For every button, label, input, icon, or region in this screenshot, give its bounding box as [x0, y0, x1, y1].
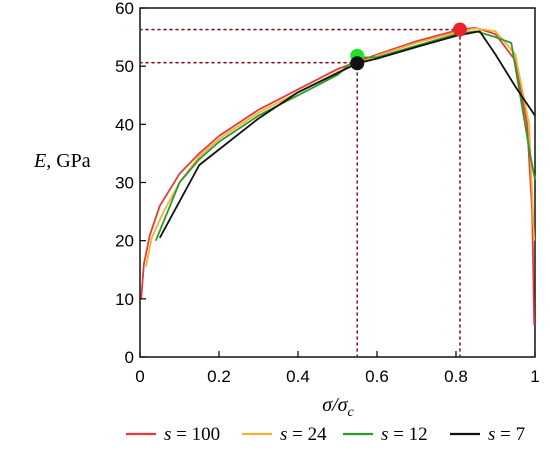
x-tick-label: 0.6: [365, 367, 389, 386]
x-tick-label: 0: [135, 367, 144, 386]
legend-label-7: s = 7: [488, 424, 525, 445]
series-line-100: [140, 26, 536, 326]
x-axis-label: σ/σc: [322, 394, 354, 420]
y-tick-label: 10: [115, 290, 134, 309]
x-tick-label: 1: [530, 367, 539, 386]
legend-label-24: s = 24: [280, 424, 327, 445]
y-tick-label: 0: [125, 348, 134, 367]
data-point-marker-1: [452, 22, 467, 37]
series-line-7: [159, 30, 536, 239]
series-line-12: [154, 30, 536, 242]
legend-label-12: s = 12: [381, 424, 428, 445]
x-tick-label: 0.4: [286, 367, 310, 386]
series-lines: [140, 26, 536, 326]
point-markers: [350, 22, 467, 71]
legend: s = 100 s = 24 s = 12 s = 7: [126, 424, 525, 445]
y-tick-label: 20: [115, 232, 134, 251]
x-tick-label: 0.8: [444, 367, 468, 386]
x-tick-label: 0.2: [207, 367, 231, 386]
y-tick-label: 50: [115, 57, 134, 76]
plot-frame: [139, 7, 536, 358]
legend-label-100: s = 100: [164, 424, 220, 445]
reference-lines: [139, 28, 461, 358]
y-tick-label: 60: [115, 0, 134, 18]
y-tick-label: 30: [115, 174, 134, 193]
axes: [139, 7, 536, 358]
y-tick-label: 40: [115, 115, 134, 134]
y-axis-label: E, GPa: [33, 150, 91, 172]
plot-area: [139, 7, 536, 358]
data-point-marker-3: [350, 56, 365, 71]
